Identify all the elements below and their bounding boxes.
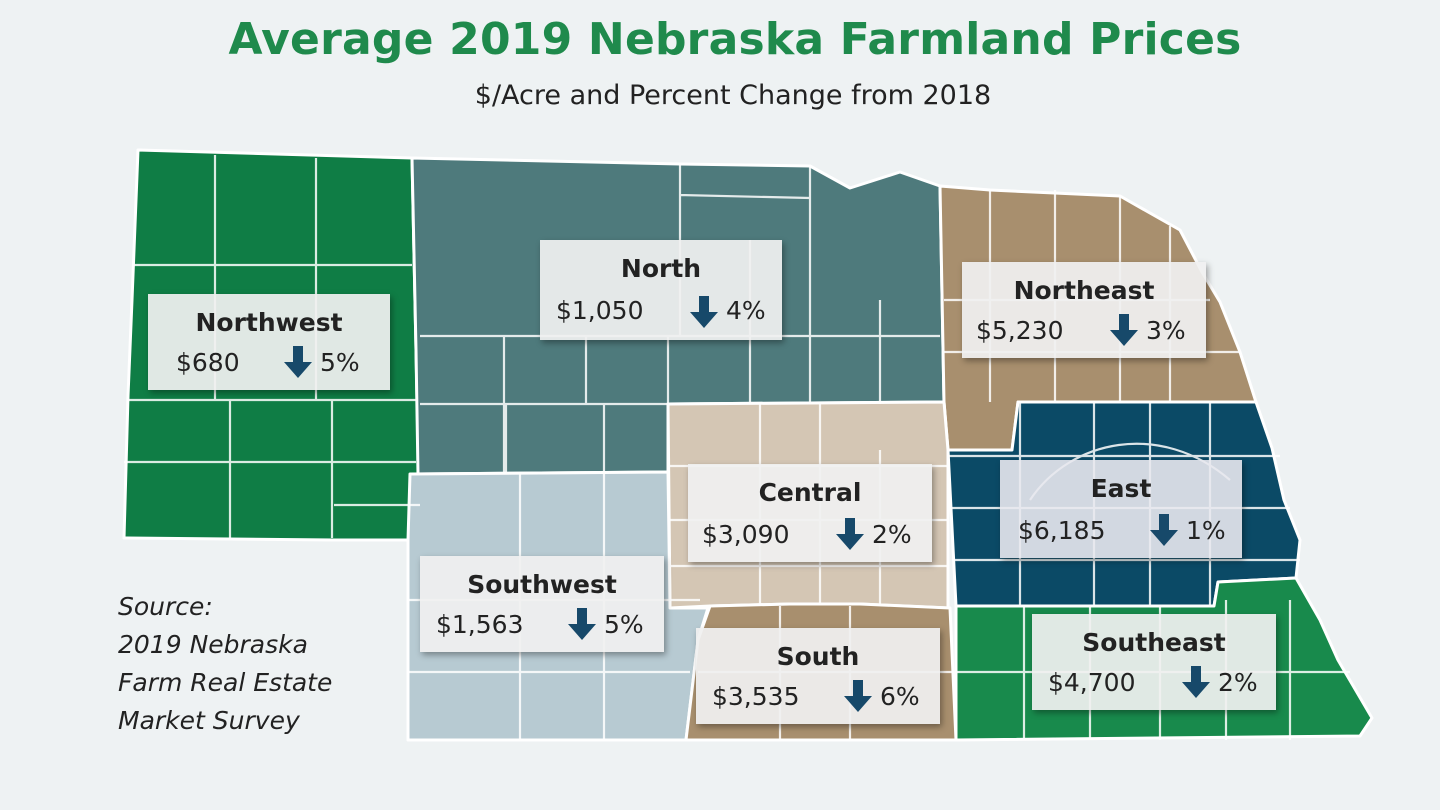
down-arrow-icon xyxy=(1110,314,1138,346)
down-arrow-icon xyxy=(690,296,718,328)
down-arrow-icon xyxy=(568,608,596,640)
region-price: $4,700 xyxy=(1048,668,1136,697)
region-price: $3,090 xyxy=(702,520,790,549)
label-central: Central $3,090 2% xyxy=(688,464,932,562)
region-change: 5% xyxy=(320,348,360,377)
down-arrow-icon xyxy=(836,518,864,550)
region-price: $1,563 xyxy=(436,610,524,639)
region-name: Northwest xyxy=(195,308,343,337)
region-price: $5,230 xyxy=(976,316,1064,345)
map-title: Average 2019 Nebraska Farmland Prices xyxy=(228,14,1242,65)
region-name: South xyxy=(776,642,860,671)
source-line: Source: xyxy=(118,592,213,621)
label-east: East $6,185 1% xyxy=(1000,460,1242,558)
region-price: $680 xyxy=(176,348,240,377)
region-name: Central xyxy=(758,478,862,507)
label-southeast: Southeast $4,700 2% xyxy=(1032,614,1276,710)
down-arrow-icon xyxy=(284,346,312,378)
region-change: 2% xyxy=(872,520,912,549)
region-name: North xyxy=(620,254,702,283)
region-price: $6,185 xyxy=(1018,516,1106,545)
source-note: Source: 2019 Nebraska Farm Real Estate M… xyxy=(118,588,332,740)
label-south: South $3,535 6% xyxy=(696,628,940,724)
label-northeast: Northeast $5,230 3% xyxy=(962,262,1206,358)
region-change: 5% xyxy=(604,610,644,639)
source-line: Farm Real Estate xyxy=(118,668,333,697)
region-name: East xyxy=(1090,474,1152,503)
source-line: 2019 Nebraska xyxy=(118,630,308,659)
region-name: Southwest xyxy=(467,570,617,599)
down-arrow-icon xyxy=(1182,666,1210,698)
map-subtitle: $/Acre and Percent Change from 2018 xyxy=(474,80,992,111)
region-change: 1% xyxy=(1186,516,1226,545)
region-change: 3% xyxy=(1146,316,1186,345)
region-change: 4% xyxy=(726,296,766,325)
down-arrow-icon xyxy=(1150,514,1178,546)
region-change: 6% xyxy=(880,682,920,711)
region-price: $1,050 xyxy=(556,296,644,325)
label-southwest: Southwest $1,563 5% xyxy=(420,556,664,652)
region-name: Southeast xyxy=(1082,628,1226,657)
source-line: Market Survey xyxy=(118,706,300,735)
region-change: 2% xyxy=(1218,668,1258,697)
down-arrow-icon xyxy=(844,680,872,712)
region-price: $3,535 xyxy=(712,682,800,711)
region-name: Northeast xyxy=(1013,276,1155,305)
label-north: North $1,050 4% xyxy=(540,240,782,340)
label-northwest: Northwest $680 5% xyxy=(148,294,390,390)
